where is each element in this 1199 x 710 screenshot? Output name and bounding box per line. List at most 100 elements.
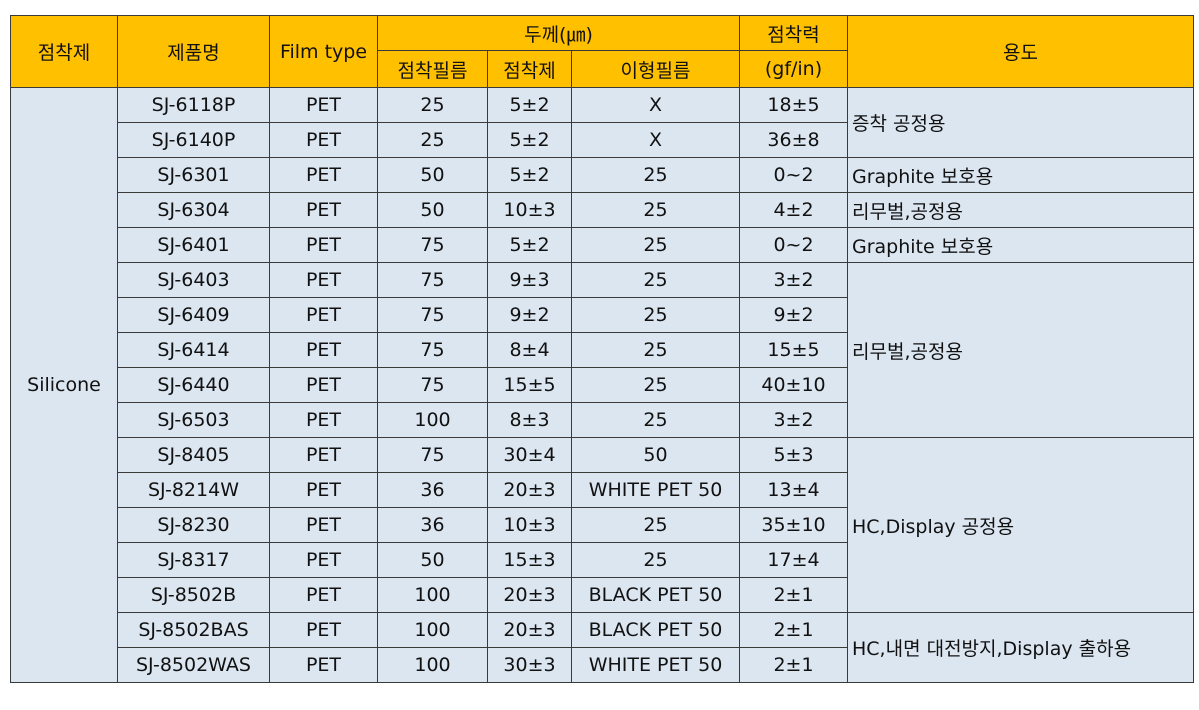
adhesive-cell: 30±4 [487, 437, 572, 473]
header-release-film: 이형필름 [571, 50, 740, 88]
release-film-cell: 25 [571, 227, 740, 263]
adhesive-film-cell: 75 [377, 227, 488, 263]
film-cell: PET [269, 262, 378, 298]
table-row: SJ-6401 PET 75 5±2 25 0~2 Graphite 보호용 [11, 227, 1194, 263]
adhesion-cell: 4±2 [739, 192, 848, 228]
use-cell: Graphite 보호용 [847, 227, 1194, 263]
adhesive-film-cell: 25 [377, 87, 488, 123]
adhesive-film-cell: 50 [377, 157, 488, 193]
film-cell: PET [269, 402, 378, 438]
product-cell: SJ-6403 [117, 262, 270, 298]
adhesive-film-cell: 100 [377, 647, 488, 683]
adhesive-film-cell: 75 [377, 437, 488, 473]
use-cell: 증착 공정용 [847, 87, 1194, 158]
adhesive-cell: 8±3 [487, 402, 572, 438]
use-cell: 리무벌,공정용 [847, 192, 1194, 228]
adhesive-film-cell: 100 [377, 612, 488, 648]
film-cell: PET [269, 472, 378, 508]
adhesive-film-cell: 75 [377, 332, 488, 368]
adhesive-cell: 15±5 [487, 367, 572, 403]
table-row: SJ-6140P PET 25 5±2 X 36±8 [11, 122, 1194, 158]
product-cell: SJ-8405 [117, 437, 270, 473]
product-spec-table: 점착제 제품명 Film type 두께(㎛) 점착력 용도 점착필름 점착제 … [10, 15, 1194, 683]
header-adhesion: 점착력 [739, 15, 848, 51]
header-use: 용도 [847, 15, 1194, 88]
adhesive-cell: 15±3 [487, 542, 572, 578]
table-row: SJ-8405 PET 75 30±4 50 5±3 HC,Display 공정… [11, 437, 1194, 613]
release-film-cell: 50 [571, 437, 740, 473]
release-film-cell: X [571, 87, 740, 123]
film-cell: PET [269, 367, 378, 403]
product-cell: SJ-6440 [117, 367, 270, 403]
adhesion-cell: 35±10 [739, 507, 848, 543]
product-cell: SJ-6118P [117, 87, 270, 123]
header-product: 제품명 [117, 15, 270, 88]
table-row: SJ-8502WAS PET 100 30±3 WHITE PET 50 2±1 [11, 647, 1194, 683]
adhesive-film-cell: 100 [377, 577, 488, 613]
film-cell: PET [269, 157, 378, 193]
table-row: SJ-6414 PET 75 8±4 25 15±5 [11, 332, 1194, 368]
adhesion-cell: 36±8 [739, 122, 848, 158]
film-cell: PET [269, 227, 378, 263]
release-film-cell: WHITE PET 50 [571, 647, 740, 683]
table-row: SJ-6440 PET 75 15±5 25 40±10 [11, 367, 1194, 403]
adhesion-cell: 0~2 [739, 157, 848, 193]
release-film-cell: WHITE PET 50 [571, 472, 740, 508]
adhesive-cell: 30±3 [487, 647, 572, 683]
release-film-cell: 25 [571, 542, 740, 578]
adhesive-film-cell: 75 [377, 297, 488, 333]
film-cell: PET [269, 437, 378, 473]
adhesive-cell: 20±3 [487, 472, 572, 508]
adhesive-cell: 8±4 [487, 332, 572, 368]
adhesive-cell: 9±3 [487, 262, 572, 298]
table-row: SJ-8214W PET 36 20±3 WHITE PET 50 13±4 [11, 472, 1194, 508]
table-row: SJ-6503 PET 100 8±3 25 3±2 [11, 402, 1194, 438]
product-cell: SJ-6409 [117, 297, 270, 333]
release-film-cell: 25 [571, 367, 740, 403]
adhesion-cell: 2±1 [739, 647, 848, 683]
film-cell: PET [269, 87, 378, 123]
product-cell: SJ-8502WAS [117, 647, 270, 683]
release-film-cell: X [571, 122, 740, 158]
adhesive-cell: 10±3 [487, 507, 572, 543]
adhesion-cell: 5±3 [739, 437, 848, 473]
header-adhesive-thickness: 점착제 [487, 50, 572, 88]
table-row: SJ-8502BAS PET 100 20±3 BLACK PET 50 2±1… [11, 612, 1194, 683]
adhesive-type-cell: Silicone [10, 87, 118, 683]
adhesion-cell: 40±10 [739, 367, 848, 403]
adhesive-cell: 20±3 [487, 577, 572, 613]
adhesion-cell: 18±5 [739, 87, 848, 123]
table-row: SJ-8502B PET 100 20±3 BLACK PET 50 2±1 [11, 577, 1194, 613]
release-film-cell: 25 [571, 507, 740, 543]
adhesive-film-cell: 36 [377, 507, 488, 543]
film-cell: PET [269, 612, 378, 648]
adhesion-cell: 15±5 [739, 332, 848, 368]
adhesive-film-cell: 50 [377, 542, 488, 578]
adhesive-film-cell: 75 [377, 367, 488, 403]
adhesion-cell: 13±4 [739, 472, 848, 508]
product-cell: SJ-8502B [117, 577, 270, 613]
adhesion-cell: 17±4 [739, 542, 848, 578]
adhesive-film-cell: 50 [377, 192, 488, 228]
product-cell: SJ-6401 [117, 227, 270, 263]
adhesive-film-cell: 75 [377, 262, 488, 298]
adhesive-cell: 5±2 [487, 122, 572, 158]
adhesive-cell: 5±2 [487, 227, 572, 263]
table-row: Silicone SJ-6118P PET 25 5±2 X 18±5 증착 공… [10, 87, 1194, 683]
release-film-cell: 25 [571, 297, 740, 333]
product-cell: SJ-8317 [117, 542, 270, 578]
release-film-cell: 25 [571, 262, 740, 298]
header-thickness: 두께(㎛) [377, 15, 740, 51]
film-cell: PET [269, 542, 378, 578]
product-cell: SJ-8502BAS [117, 612, 270, 648]
header-row: 점착제 제품명 Film type 두께(㎛) 점착력 용도 [10, 15, 1194, 88]
film-cell: PET [269, 192, 378, 228]
adhesion-cell: 3±2 [739, 262, 848, 298]
film-cell: PET [269, 647, 378, 683]
adhesive-cell: 9±2 [487, 297, 572, 333]
product-cell: SJ-6140P [117, 122, 270, 158]
adhesive-cell: 5±2 [487, 157, 572, 193]
product-cell: SJ-6414 [117, 332, 270, 368]
adhesion-cell: 9±2 [739, 297, 848, 333]
table-row: SJ-6409 PET 75 9±2 25 9±2 [11, 297, 1194, 333]
